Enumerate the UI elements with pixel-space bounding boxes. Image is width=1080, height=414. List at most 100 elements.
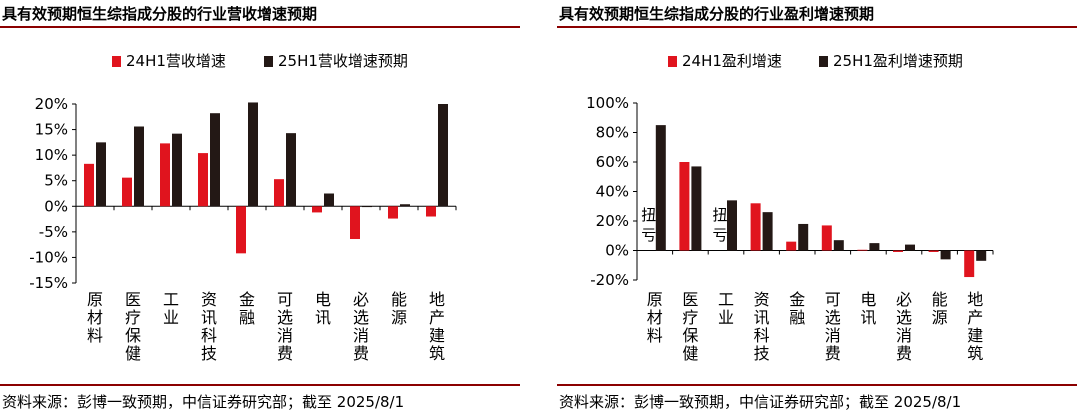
bar (928, 250, 939, 252)
x-category-label: 选 (353, 308, 369, 327)
x-category-label: 讯 (754, 308, 770, 327)
bar (324, 193, 334, 207)
revenue-chart-title: 具有效预期恒生综指成分股的行业营收增速预期 (2, 5, 318, 23)
x-category-label: 原 (87, 290, 103, 309)
x-category-label: 讯 (860, 308, 876, 327)
x-category-label: 费 (825, 344, 841, 363)
revenue-growth-chart: 24H1营收增速 25H1营收增速预期 -15% -10% -5% 0% 5% 10% 15% 2… (29, 52, 457, 363)
bar (857, 249, 868, 251)
x-category-label: 工 (163, 290, 179, 309)
bar (905, 244, 915, 251)
bar (84, 163, 94, 207)
profit-growth-chart: 24H1盈利增速 25H1盈利增速预期 -20% 0% 20% 40% 60% 80% 100%… (586, 52, 994, 363)
x-category-label: 材 (647, 308, 663, 327)
x-category-label: 电 (860, 290, 876, 309)
y-tick-label: 20% (35, 95, 68, 113)
y-tick-label: -20% (590, 271, 629, 289)
x-category-label: 料 (87, 326, 103, 345)
x-category-label: 消 (277, 326, 293, 345)
x-category-label: 选 (825, 308, 841, 327)
bar (96, 142, 106, 207)
x-category-label: 可 (825, 290, 841, 309)
y-tick-label: 10% (35, 146, 68, 164)
bar (426, 206, 436, 217)
x-category-label: 保 (682, 326, 698, 345)
x-category-label: 筑 (429, 344, 445, 363)
bar (750, 203, 761, 251)
x-category-label: 原 (647, 290, 663, 309)
x-category-label: 费 (277, 344, 293, 363)
y-tick-label: 20% (596, 212, 629, 230)
legend-swatch (112, 56, 121, 67)
x-category-label: 选 (896, 308, 912, 327)
x-category-label: 科 (201, 326, 217, 345)
x-category-label: 健 (125, 344, 141, 363)
x-category-label: 能 (391, 290, 407, 309)
y-tick-label: 0% (605, 242, 629, 260)
bar (248, 102, 258, 207)
title-divider (557, 26, 1077, 28)
x-category-label: 工 (718, 290, 734, 309)
x-category-label: 业 (718, 308, 734, 327)
x-category-label: 健 (682, 344, 698, 363)
x-category-label: 消 (896, 326, 912, 345)
bar (286, 133, 296, 207)
x-category-label: 电 (315, 290, 331, 309)
y-tick-label: -15% (29, 274, 68, 292)
x-category-label: 料 (647, 326, 663, 345)
x-category-label: 费 (896, 344, 912, 363)
x-category-label: 科 (754, 326, 770, 345)
bar (362, 206, 372, 208)
x-category-label: 保 (125, 326, 141, 345)
bar (122, 177, 132, 207)
bar (655, 125, 666, 251)
x-category-label: 材 (87, 308, 103, 327)
y-tick-label: -10% (29, 248, 68, 266)
x-category-label: 金 (239, 290, 255, 309)
x-category-label: 地 (429, 290, 445, 309)
bar (172, 133, 182, 207)
x-category-label: 消 (825, 326, 841, 345)
revenue-growth-panel: 具有效预期恒生综指成分股的行业营收增速预期 24H1营收增速 25H1营收增速预期… (0, 0, 520, 414)
title-divider (0, 26, 520, 28)
x-category-label: 能 (932, 290, 948, 309)
y-tick-label: 40% (596, 183, 629, 201)
x-category-label: 融 (239, 308, 255, 327)
legend-swatch (819, 56, 828, 67)
annotation-label: 扭 (641, 206, 656, 224)
bar (312, 206, 322, 213)
bar (821, 225, 832, 251)
x-category-label: 资 (754, 290, 770, 309)
x-category-label: 产 (429, 308, 445, 327)
bar (691, 166, 702, 251)
bar (964, 250, 975, 278)
bar (134, 126, 144, 207)
x-category-label: 医 (682, 290, 698, 309)
legend-label: 24H1盈利增速 (682, 52, 782, 70)
x-category-label: 建 (967, 326, 983, 345)
x-category-label: 费 (353, 344, 369, 363)
y-tick-label: 0% (44, 197, 68, 215)
x-category-label: 建 (429, 326, 445, 345)
legend-label: 25H1营收增速预期 (278, 52, 408, 70)
x-category-label: 业 (163, 308, 179, 327)
profit-chart-source: 资料来源：彭博一致预期，中信证券研究部；截至 2025/8/1 (559, 393, 962, 411)
y-tick-label: 100% (586, 94, 629, 112)
bar (388, 206, 398, 219)
source-divider (557, 384, 1077, 386)
x-category-label: 技 (201, 344, 217, 363)
x-category-label: 金 (789, 290, 805, 309)
y-tick-label: 80% (596, 124, 629, 142)
bar (400, 204, 410, 207)
x-category-label: 必 (353, 290, 369, 309)
bar (869, 243, 880, 251)
bar (727, 200, 737, 251)
x-category-label: 筑 (967, 344, 983, 363)
x-category-label: 地 (967, 290, 983, 309)
annotation-label: 亏 (641, 226, 656, 244)
bar (198, 153, 208, 207)
x-category-label: 讯 (315, 308, 331, 327)
y-tick-label: -5% (39, 223, 68, 241)
x-category-label: 资 (201, 290, 217, 309)
bar (236, 206, 246, 254)
